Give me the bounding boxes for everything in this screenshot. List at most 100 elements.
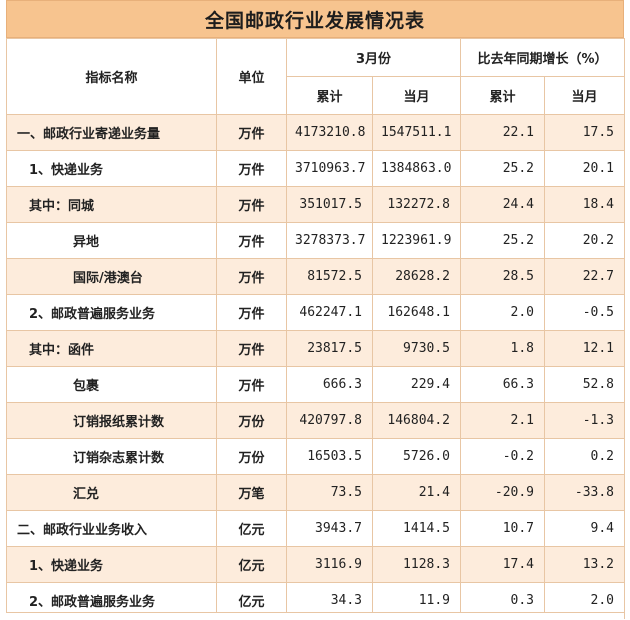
row-growth-current-month: 52.8 [544, 366, 626, 403]
row-unit: 万份 [216, 438, 287, 475]
row-cumulative: 16503.5 [286, 438, 373, 475]
table-row: 包裹 万件 666.3 229.4 66.3 52.8 [6, 366, 626, 403]
header-cumulative: 累计 [286, 76, 373, 115]
table-row: 二、邮政行业业务收入 亿元 3943.7 1414.5 10.7 9.4 [6, 510, 626, 547]
row-growth-cumulative: 2.1 [460, 402, 546, 439]
row-current-month: 229.4 [371, 366, 462, 403]
table-title: 全国邮政行业发展情况表 [6, 0, 624, 38]
row-current-month: 1384863.0 [371, 150, 462, 187]
row-growth-cumulative: 10.7 [460, 510, 546, 547]
row-unit: 万件 [216, 294, 287, 331]
row-cumulative: 4173210.8 [286, 114, 373, 151]
table-row: 1、快递业务 万件 3710963.7 1384863.0 25.2 20.1 [6, 150, 626, 187]
row-cumulative: 462247.1 [286, 294, 373, 331]
header-growth-current-month: 当月 [544, 76, 626, 115]
row-growth-current-month: 18.4 [544, 186, 626, 223]
row-growth-cumulative: 17.4 [460, 546, 546, 583]
row-unit: 亿元 [216, 546, 287, 583]
header-growth-cumulative: 累计 [460, 76, 546, 115]
row-unit: 万件 [216, 258, 287, 295]
row-name: 其中：函件 [6, 330, 217, 367]
row-cumulative: 666.3 [286, 366, 373, 403]
row-current-month: 1414.5 [371, 510, 462, 547]
row-growth-current-month: 20.1 [544, 150, 626, 187]
row-growth-cumulative: -0.2 [460, 438, 546, 475]
row-name: 订销报纸累计数 [6, 402, 217, 439]
row-cumulative: 3116.9 [286, 546, 373, 583]
row-unit: 万份 [216, 402, 287, 439]
row-cumulative: 351017.5 [286, 186, 373, 223]
header-indicator: 指标名称 [6, 38, 217, 115]
row-cumulative: 81572.5 [286, 258, 373, 295]
row-growth-current-month: 0.2 [544, 438, 626, 475]
row-growth-cumulative: 25.2 [460, 222, 546, 259]
row-current-month: 21.4 [371, 474, 462, 511]
row-current-month: 146804.2 [371, 402, 462, 439]
postal-stats-table: 指标名称 单位 3月份 比去年同期增长（%） 累计 当月 累计 当月 一、邮政行… [6, 38, 626, 619]
table-row: 汇兑 万笔 73.5 21.4 -20.9 -33.8 [6, 474, 626, 511]
row-unit: 万件 [216, 114, 287, 151]
row-growth-cumulative: 1.8 [460, 330, 546, 367]
table-row: 其中：函件 万件 23817.5 9730.5 1.8 12.1 [6, 330, 626, 367]
row-unit: 万件 [216, 150, 287, 187]
row-unit: 亿元 [216, 510, 287, 547]
row-name: 一、邮政行业寄递业务量 [6, 114, 217, 151]
header-march: 3月份 [285, 38, 462, 77]
row-growth-current-month: 20.2 [544, 222, 626, 259]
row-growth-current-month: -33.8 [544, 474, 626, 511]
row-current-month: 5726.0 [371, 438, 462, 475]
header-current-month: 当月 [371, 76, 462, 115]
row-current-month: 1128.3 [371, 546, 462, 583]
row-unit: 万件 [216, 222, 287, 259]
row-growth-cumulative: 24.4 [460, 186, 546, 223]
row-name: 订销杂志累计数 [6, 438, 217, 475]
row-current-month: 28628.2 [371, 258, 462, 295]
row-current-month: 162648.1 [371, 294, 462, 331]
row-growth-cumulative: -20.9 [460, 474, 546, 511]
row-unit: 万件 [216, 186, 287, 223]
cropped-footnote-area [6, 612, 624, 620]
row-cumulative: 3710963.7 [286, 150, 373, 187]
row-name: 二、邮政行业业务收入 [6, 510, 217, 547]
row-name: 1、快递业务 [6, 546, 217, 583]
table-row: 国际/港澳台 万件 81572.5 28628.2 28.5 22.7 [6, 258, 626, 295]
row-unit: 万件 [216, 366, 287, 403]
header-growth: 比去年同期增长（%） [460, 38, 626, 77]
row-cumulative: 420797.8 [286, 402, 373, 439]
table-row: 1、快递业务 亿元 3116.9 1128.3 17.4 13.2 [6, 546, 626, 583]
row-current-month: 1547511.1 [371, 114, 462, 151]
row-growth-cumulative: 25.2 [460, 150, 546, 187]
row-growth-cumulative: 28.5 [460, 258, 546, 295]
table-row: 2、邮政普遍服务业务 万件 462247.1 162648.1 2.0 -0.5 [6, 294, 626, 331]
row-growth-current-month: -1.3 [544, 402, 626, 439]
row-current-month: 9730.5 [371, 330, 462, 367]
row-name: 2、邮政普遍服务业务 [6, 294, 217, 331]
table-row: 订销报纸累计数 万份 420797.8 146804.2 2.1 -1.3 [6, 402, 626, 439]
stats-table-container: 全国邮政行业发展情况表 指标名称 单位 3月份 比去年同期增长（%） 累计 当月… [6, 0, 626, 619]
row-growth-cumulative: 2.0 [460, 294, 546, 331]
table-row: 异地 万件 3278373.7 1223961.9 25.2 20.2 [6, 222, 626, 259]
table-row: 订销杂志累计数 万份 16503.5 5726.0 -0.2 0.2 [6, 438, 626, 475]
row-growth-current-month: 13.2 [544, 546, 626, 583]
row-current-month: 132272.8 [371, 186, 462, 223]
row-current-month: 1223961.9 [371, 222, 462, 259]
row-cumulative: 73.5 [286, 474, 373, 511]
row-growth-cumulative: 22.1 [460, 114, 546, 151]
header-unit: 单位 [216, 38, 287, 115]
row-cumulative: 3943.7 [286, 510, 373, 547]
row-cumulative: 23817.5 [286, 330, 373, 367]
row-growth-cumulative: 66.3 [460, 366, 546, 403]
row-name: 包裹 [6, 366, 217, 403]
header-row-2: 累计 当月 累计 当月 [7, 76, 626, 115]
row-unit: 万笔 [216, 474, 287, 511]
table-row: 其中：同城 万件 351017.5 132272.8 24.4 18.4 [6, 186, 626, 223]
row-growth-current-month: 12.1 [544, 330, 626, 367]
row-name: 汇兑 [6, 474, 217, 511]
row-name: 异地 [6, 222, 217, 259]
row-growth-current-month: -0.5 [544, 294, 626, 331]
header-row-1: 指标名称 单位 3月份 比去年同期增长（%） [6, 38, 626, 115]
row-growth-current-month: 17.5 [544, 114, 626, 151]
row-name: 国际/港澳台 [6, 258, 217, 295]
row-name: 其中：同城 [6, 186, 217, 223]
row-unit: 万件 [216, 330, 287, 367]
